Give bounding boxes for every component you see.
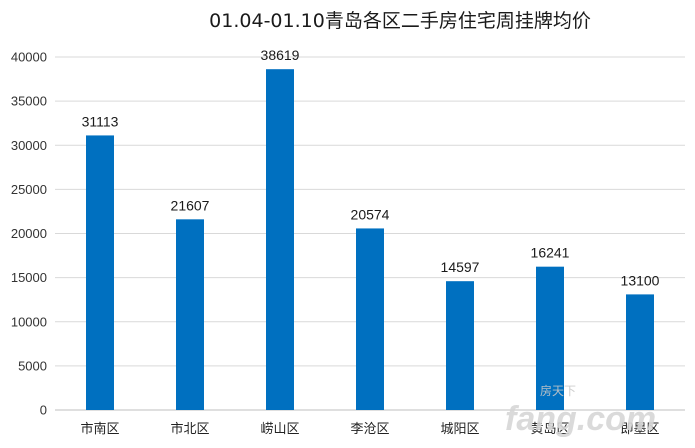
data-labels: 31113 21607 38619 20574 14597 16241 13100 <box>82 47 660 288</box>
bar <box>176 219 204 410</box>
bar-value-label: 13100 <box>621 272 660 288</box>
x-category-label: 城阳区 <box>440 422 479 437</box>
watermark: 房天下 fang.com <box>505 383 656 438</box>
y-tick-label: 25000 <box>11 182 47 197</box>
bar-value-label: 20574 <box>351 206 390 222</box>
bar-value-label: 16241 <box>531 245 570 261</box>
bars <box>86 69 654 411</box>
x-category-label: 即墨区 <box>620 422 659 437</box>
bar <box>356 228 384 410</box>
y-tick-label: 40000 <box>11 50 47 65</box>
x-category-label: 市北区 <box>170 421 209 437</box>
chart-title: 01.04-01.10青岛各区二手房住宅周挂牌均价 <box>209 10 591 32</box>
y-tick-label: 20000 <box>11 226 47 241</box>
bar <box>446 281 474 410</box>
bar <box>86 135 114 410</box>
watermark-cn-text: 房天下 <box>540 383 576 398</box>
bar <box>536 266 564 410</box>
x-category-label: 李沧区 <box>350 421 389 437</box>
y-tick-label: 5000 <box>18 358 47 373</box>
y-tick-label: 30000 <box>11 138 47 153</box>
bar-value-label: 14597 <box>441 259 480 275</box>
x-category-label: 市南区 <box>80 421 119 437</box>
bar <box>626 294 654 410</box>
y-tick-label: 35000 <box>11 94 47 109</box>
x-category-label: 崂山区 <box>260 422 299 437</box>
watermark-text: fang.com <box>505 400 656 438</box>
y-tick-label: 0 <box>40 403 47 418</box>
bar <box>266 69 294 411</box>
y-tick-label: 15000 <box>11 270 47 285</box>
y-tick-label: 10000 <box>11 314 47 329</box>
y-axis-ticks: 0 5000 10000 15000 20000 25000 30000 35000 40000 <box>11 50 47 418</box>
bar-value-label: 38619 <box>261 47 300 63</box>
x-axis-categories: 市南区 市北区 崂山区 李沧区 城阳区 黄岛区 即墨区 <box>80 421 659 437</box>
x-category-label: 黄岛区 <box>530 421 569 437</box>
bar-value-label: 21607 <box>171 197 210 213</box>
bar-value-label: 31113 <box>82 113 119 129</box>
